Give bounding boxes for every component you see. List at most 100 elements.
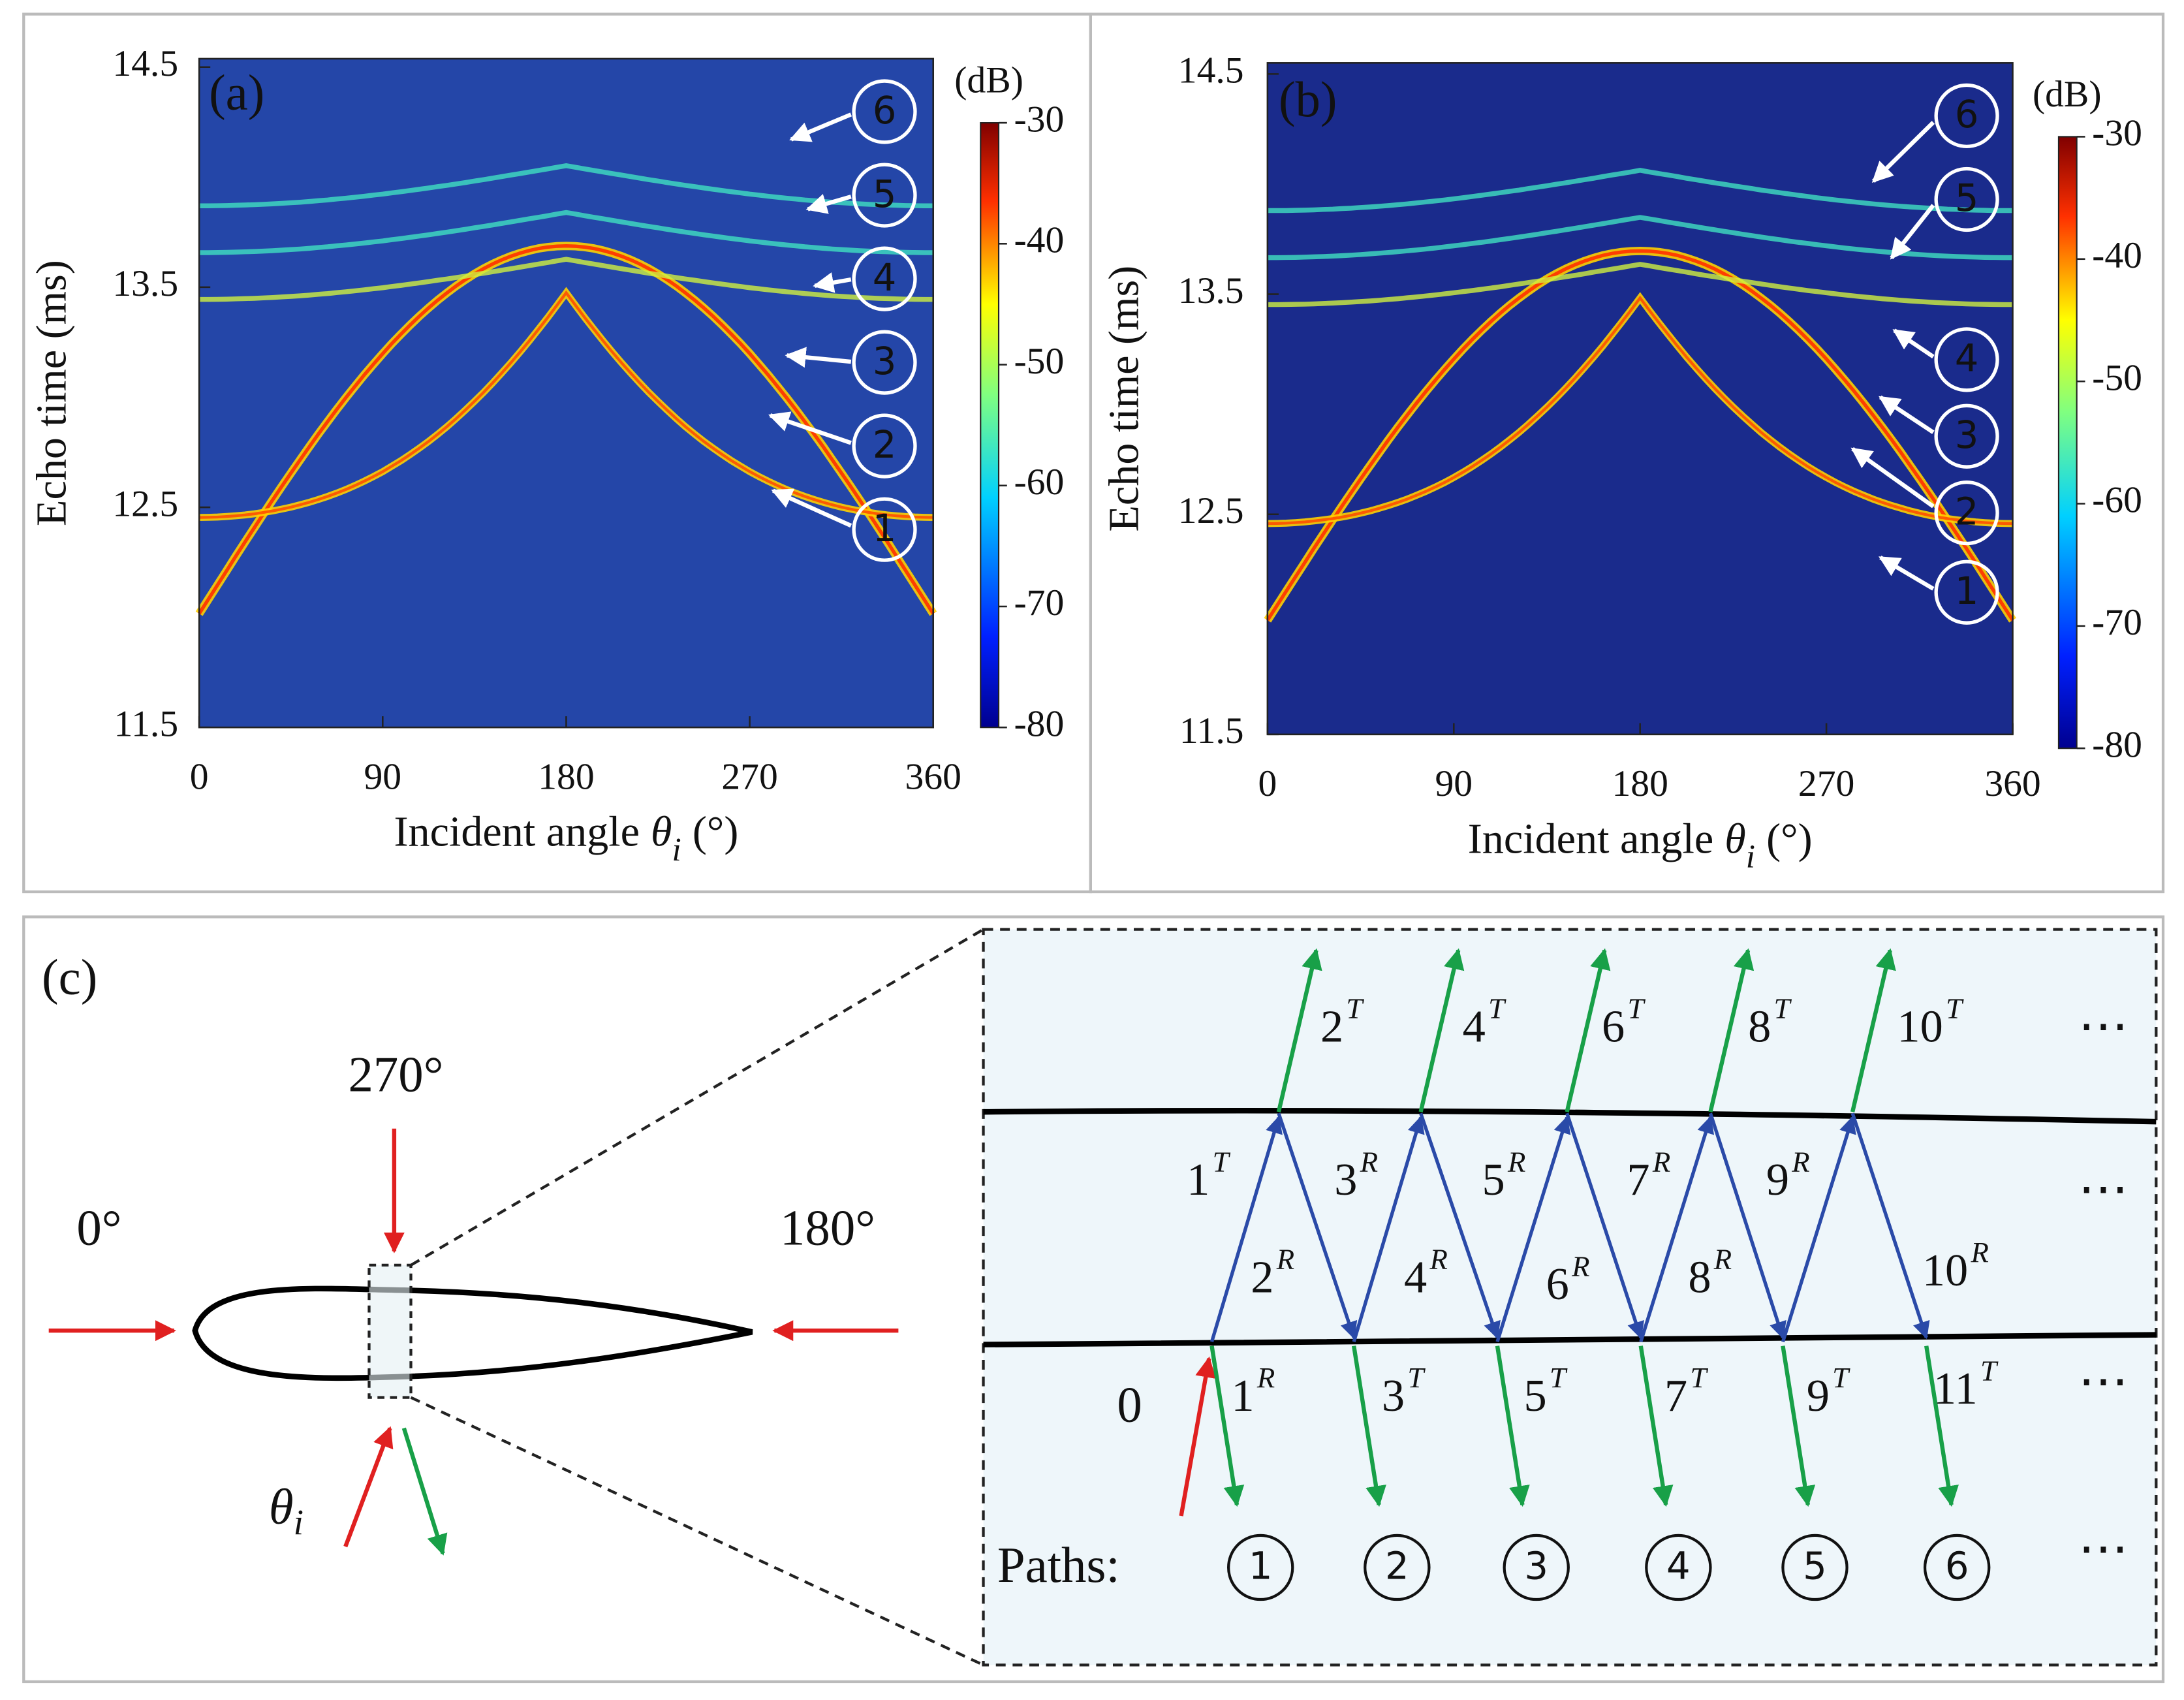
callout-number: 5 <box>873 172 897 216</box>
text-part: i <box>672 831 681 868</box>
callout-number: 4 <box>873 256 897 300</box>
echo-band <box>1267 215 2013 260</box>
callout-circle <box>852 497 917 562</box>
panel-frame <box>22 915 2165 1684</box>
direction-label: 180° <box>780 1200 875 1255</box>
x-axis-label: Incident angle θi (°) <box>394 808 739 868</box>
x-tick-label: 0 <box>1258 763 1277 804</box>
callout-circle <box>1934 480 1999 546</box>
text-part: 5 <box>1524 1370 1547 1421</box>
text-part: R <box>1507 1146 1525 1178</box>
text-part: 7 <box>1664 1370 1687 1421</box>
ray <box>1209 1346 1245 1507</box>
callout-circle <box>1934 403 1999 469</box>
colorbar-tick-label: -60 <box>2092 480 2142 521</box>
path-number: 6 <box>1945 1545 1969 1588</box>
text-part: θ <box>1724 815 1746 863</box>
text-part: 6 <box>1546 1259 1569 1310</box>
callout-circle <box>852 163 917 228</box>
path-number: 1 <box>1249 1545 1273 1588</box>
text-part: 2 <box>1320 1001 1343 1052</box>
ray <box>1277 1112 1358 1340</box>
x-tick-label: 90 <box>1435 763 1473 804</box>
ellipsis: ⋯ <box>2078 998 2129 1054</box>
origin-label: 0 <box>1117 1377 1142 1432</box>
text-part: T <box>1346 992 1364 1025</box>
ray <box>1565 1112 1644 1340</box>
ray-label: 10 T <box>1897 992 1964 1052</box>
text-part: i <box>294 1503 304 1543</box>
text-part: 9 <box>1766 1154 1789 1205</box>
ray-label: 10 R <box>1922 1236 1989 1296</box>
callout-number: 3 <box>1955 413 1979 457</box>
callout-arrow <box>1879 556 1935 591</box>
y-tick-label: 14.5 <box>1178 50 1244 91</box>
zoom-box <box>982 928 2158 1667</box>
text-part: R <box>1652 1146 1670 1178</box>
colorbar-tick-label: -50 <box>1014 341 1065 382</box>
ray <box>1708 948 1755 1112</box>
interface-line <box>983 1107 2157 1125</box>
y-tick-label: 11.5 <box>1179 710 1244 751</box>
colorbar-tick-label: -30 <box>1014 99 1065 140</box>
path-number: 4 <box>1666 1545 1691 1588</box>
ellipsis: ⋯ <box>2078 1161 2129 1217</box>
text-part: 1 <box>1231 1370 1254 1421</box>
path-number: 5 <box>1803 1545 1827 1588</box>
callout-number: 2 <box>873 423 897 467</box>
text-part: R <box>1571 1250 1589 1283</box>
callout-circle <box>1934 327 1999 392</box>
x-tick-label: 180 <box>1612 763 1668 804</box>
text-part: θ <box>269 1479 294 1534</box>
text-part: 7 <box>1627 1154 1649 1205</box>
path-number: 2 <box>1385 1545 1409 1588</box>
text-part: (°) <box>1766 815 1813 863</box>
colorbar-tick-label: -70 <box>1014 582 1065 623</box>
x-tick-label: 270 <box>721 757 777 798</box>
section-box <box>367 1263 413 1399</box>
ray <box>1495 1346 1530 1507</box>
text-part: θ <box>651 808 672 856</box>
text-part: T <box>1832 1361 1850 1394</box>
y-tick-label: 11.5 <box>114 703 178 744</box>
echo-band <box>199 290 933 519</box>
echo-band <box>1266 249 2014 622</box>
text-part: Incident angle <box>1468 815 1713 863</box>
text-part: 10 <box>1897 1001 1942 1052</box>
y-tick-label: 12.5 <box>1178 490 1244 531</box>
callout-number: 5 <box>1955 176 1979 220</box>
echo-band <box>199 210 933 255</box>
text-part: T <box>1213 1146 1231 1178</box>
colorbar <box>980 122 1000 729</box>
x-tick-label: 0 <box>190 757 209 798</box>
ellipsis: ⋯ <box>2078 1353 2129 1409</box>
echo-band <box>1267 168 2013 213</box>
airfoil <box>192 1285 753 1381</box>
colorbar-tick-label: -40 <box>2092 235 2142 276</box>
callout-number: 3 <box>873 339 897 383</box>
ray-label: 11 T <box>1933 1355 1999 1415</box>
text-part: R <box>1791 1146 1809 1178</box>
ellipsis: ⋯ <box>2078 1520 2129 1576</box>
callout-circle <box>1934 559 1999 625</box>
callout-arrow <box>771 488 852 528</box>
text-part: 11 <box>1933 1363 1978 1414</box>
text-part: T <box>1488 992 1506 1025</box>
ray <box>1781 1346 1816 1507</box>
echo-band <box>1267 262 2013 307</box>
arrow <box>1179 1356 1216 1517</box>
callout-circle <box>852 330 917 395</box>
text-part: (°) <box>693 808 739 856</box>
